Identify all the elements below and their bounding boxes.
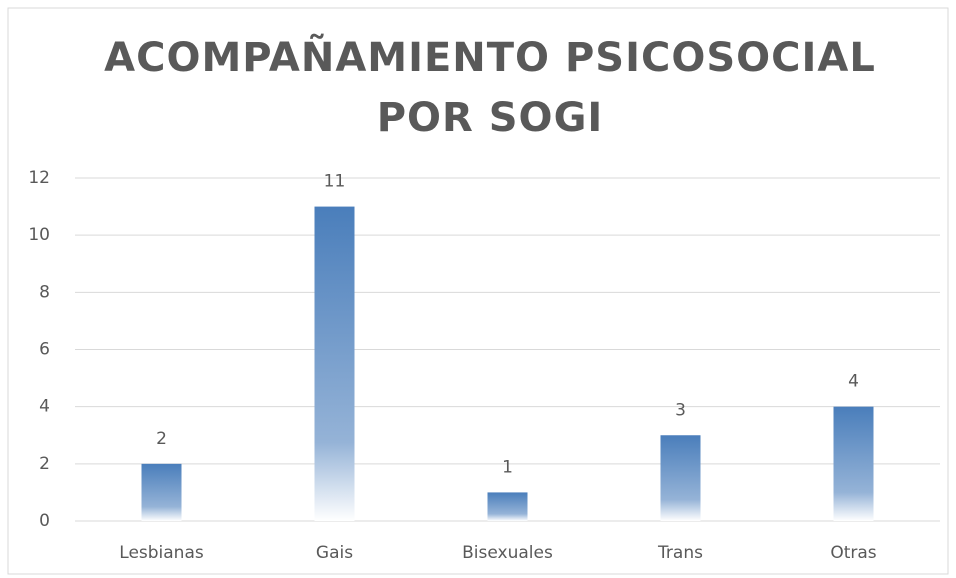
chart-title: ACOMPAÑAMIENTO PSICOSOCIAL POR SOGI	[104, 35, 876, 141]
data-label: 1	[502, 457, 513, 477]
y-tick-label: 10	[28, 225, 50, 245]
bar	[487, 492, 528, 521]
bar	[660, 435, 701, 521]
data-label: 3	[675, 400, 686, 420]
bar	[833, 406, 874, 521]
data-label: 11	[324, 172, 346, 192]
y-tick-label: 0	[39, 511, 50, 531]
y-tick-label: 4	[39, 397, 50, 417]
x-tick-label: Bisexuales	[462, 543, 553, 563]
data-label: 4	[848, 372, 859, 392]
y-tick-label: 8	[39, 282, 50, 302]
x-tick-label: Gais	[316, 543, 353, 563]
data-label: 2	[156, 429, 167, 449]
chart-border	[7, 7, 949, 575]
x-tick-label: Lesbianas	[119, 543, 204, 563]
y-tick-label: 6	[39, 340, 50, 360]
y-tick-label: 12	[28, 168, 50, 188]
y-tick-label: 2	[39, 454, 50, 474]
x-tick-label: Trans	[657, 543, 703, 563]
bar	[314, 206, 355, 522]
bar	[141, 463, 182, 521]
x-tick-label: Otras	[830, 543, 876, 563]
